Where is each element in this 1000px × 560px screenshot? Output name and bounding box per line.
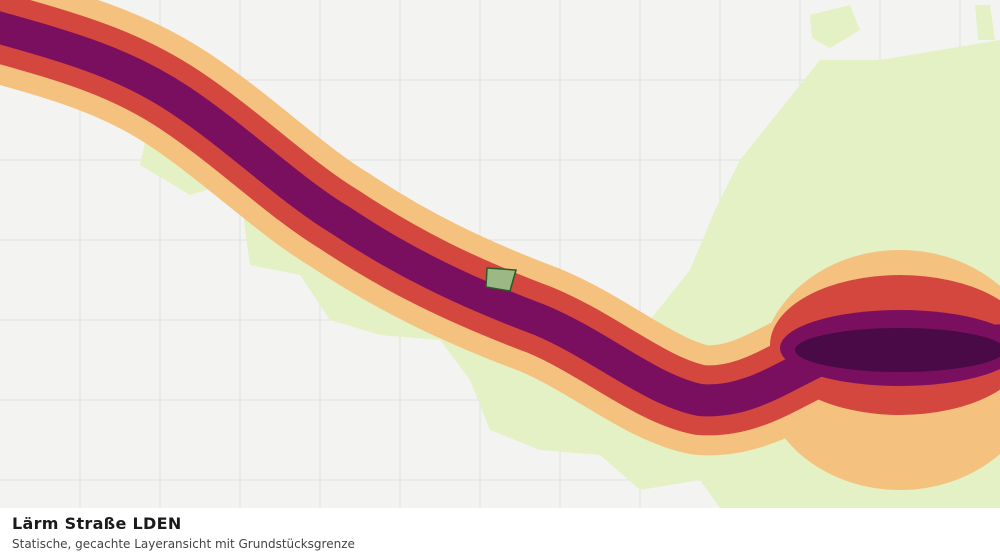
layer-title: Lärm Straße LDEN bbox=[12, 514, 182, 533]
green-area bbox=[975, 5, 995, 40]
noise-band-70 bbox=[795, 328, 1000, 372]
parcel-boundary[interactable] bbox=[485, 267, 517, 292]
green-area bbox=[810, 5, 860, 48]
layer-subtitle: Statische, gecachte Layeransicht mit Gru… bbox=[12, 537, 355, 551]
map bbox=[0, 0, 1000, 508]
noise-band-65 bbox=[0, 11, 1000, 417]
footer: Lärm Straße LDEN Statische, gecachte Lay… bbox=[0, 508, 1000, 560]
noise-bands bbox=[0, 0, 1000, 490]
